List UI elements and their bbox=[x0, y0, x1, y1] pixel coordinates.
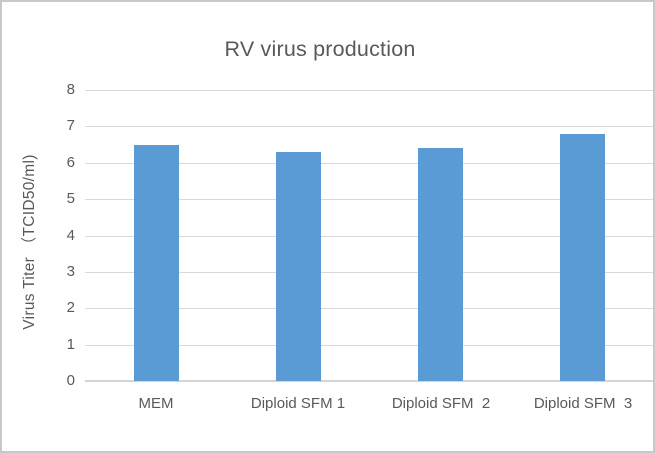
x-category-label: MEM bbox=[138, 395, 174, 412]
x-category-label: Diploid SFM 3 bbox=[533, 395, 633, 412]
plot-area bbox=[85, 90, 653, 382]
x-category-label: Diploid SFM 1 bbox=[250, 395, 346, 412]
y-tick-label: 3 bbox=[66, 263, 75, 280]
gridline bbox=[85, 345, 653, 346]
y-tick-label: 2 bbox=[66, 299, 75, 316]
y-tick-label: 1 bbox=[66, 336, 75, 353]
gridline bbox=[85, 308, 653, 309]
bar-diploid-sfm-2 bbox=[418, 148, 463, 381]
gridline bbox=[85, 90, 653, 91]
y-tick-label: 0 bbox=[66, 372, 75, 389]
bar-diploid-sfm-3 bbox=[560, 134, 605, 381]
x-category-label: Diploid SFM 2 bbox=[391, 395, 491, 412]
bar-diploid-sfm-1 bbox=[276, 152, 321, 381]
y-tick-label: 8 bbox=[66, 81, 75, 98]
gridline bbox=[85, 163, 653, 164]
y-tick-label: 4 bbox=[66, 227, 75, 244]
gridline bbox=[85, 236, 653, 237]
y-tick-label: 6 bbox=[66, 154, 75, 171]
x-axis-line bbox=[85, 380, 653, 382]
gridline bbox=[85, 272, 653, 273]
y-tick-label: 5 bbox=[66, 190, 75, 207]
chart-title: RV virus production bbox=[224, 37, 416, 61]
bar-mem bbox=[134, 145, 179, 381]
y-tick-label: 7 bbox=[66, 117, 75, 134]
gridline bbox=[85, 126, 653, 127]
gridline bbox=[85, 199, 653, 200]
